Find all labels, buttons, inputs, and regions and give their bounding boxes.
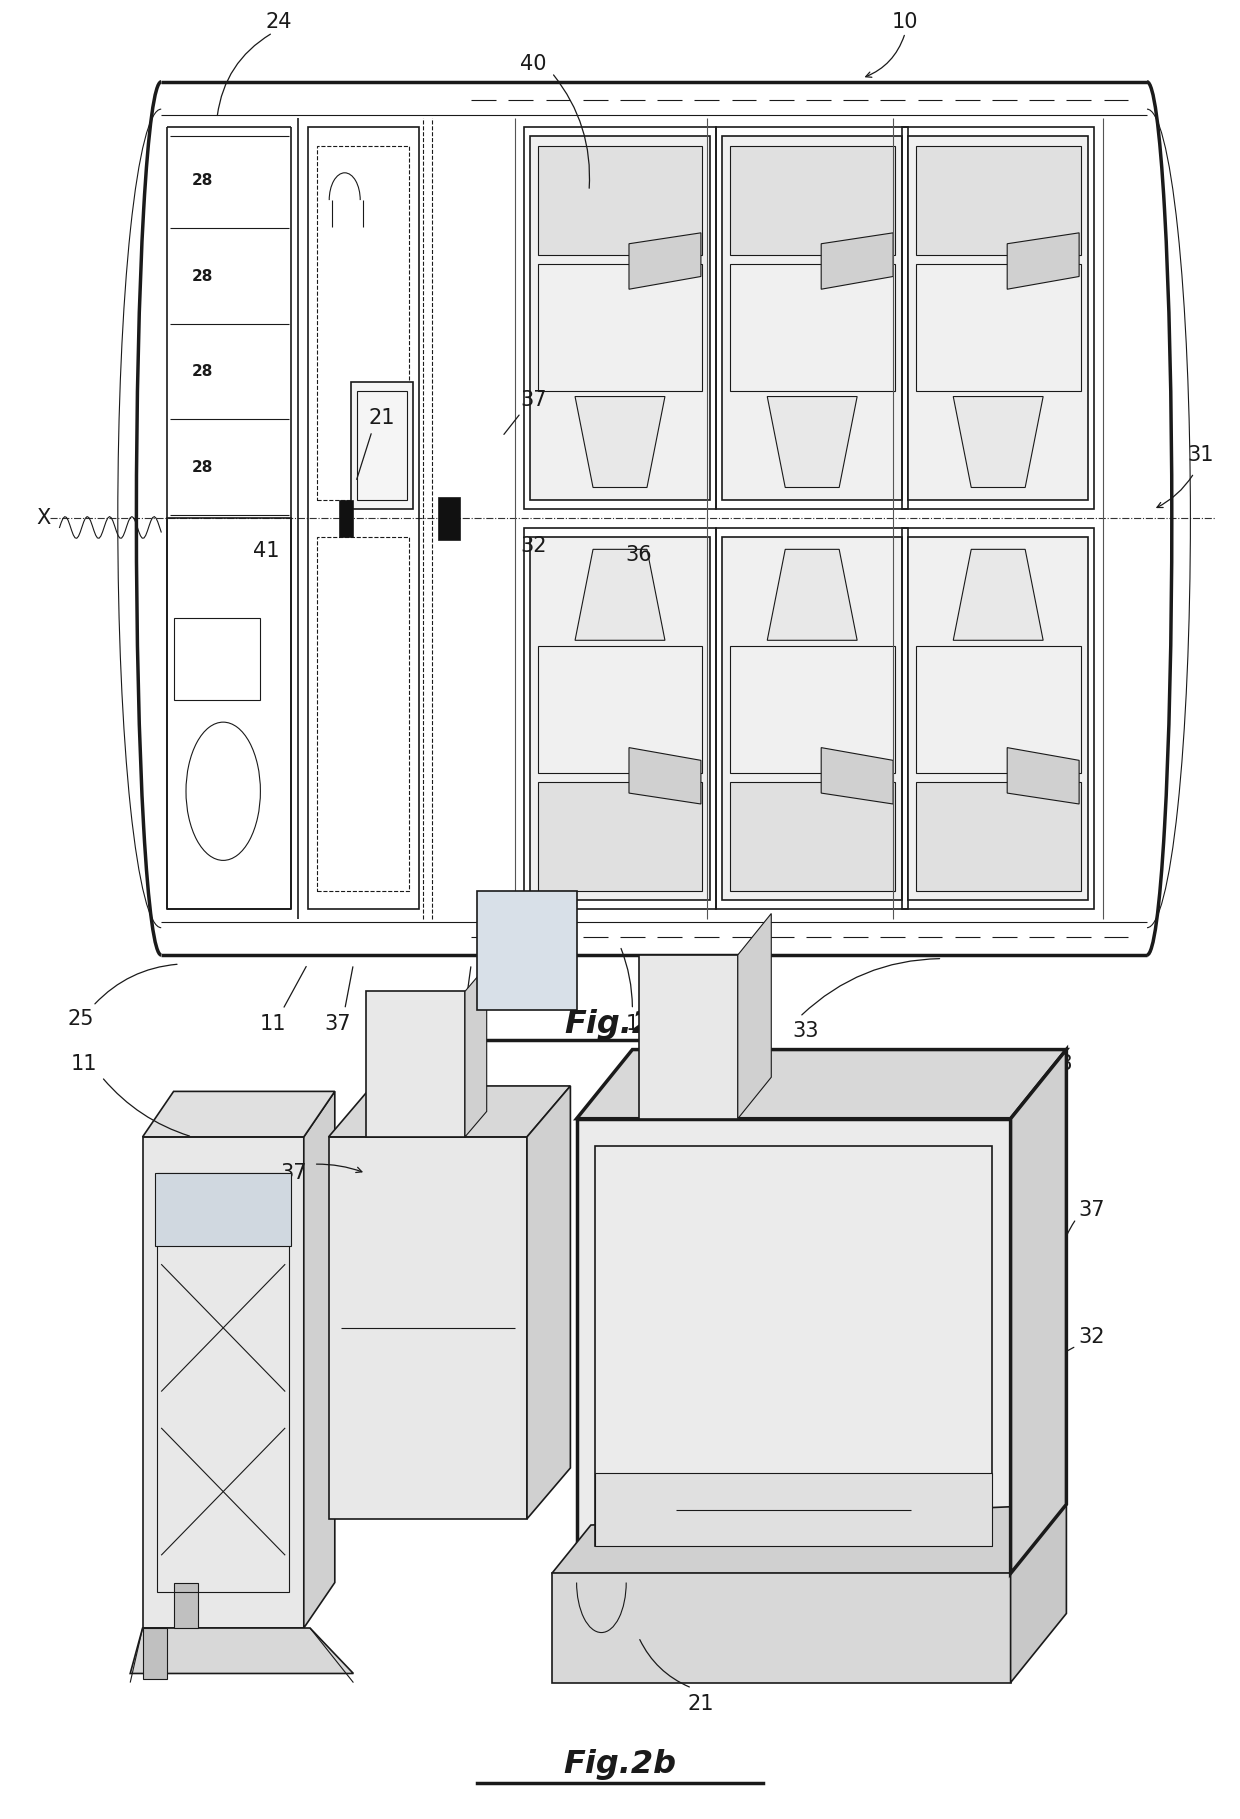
Text: Fig.2b: Fig.2b bbox=[563, 1748, 677, 1781]
Text: 32: 32 bbox=[445, 1015, 472, 1033]
Bar bbox=[174, 618, 260, 700]
Text: 36: 36 bbox=[625, 546, 652, 564]
Polygon shape bbox=[143, 1628, 167, 1679]
Text: 18: 18 bbox=[1047, 1055, 1074, 1073]
Bar bbox=[339, 500, 353, 537]
Bar bbox=[722, 537, 903, 900]
Text: 28: 28 bbox=[191, 460, 213, 475]
Polygon shape bbox=[1007, 748, 1079, 804]
Text: X: X bbox=[36, 509, 51, 528]
Polygon shape bbox=[366, 991, 465, 1137]
Text: 36: 36 bbox=[675, 1046, 702, 1064]
Bar bbox=[351, 382, 413, 509]
Bar bbox=[357, 391, 407, 500]
Bar bbox=[538, 782, 702, 891]
Bar bbox=[167, 518, 291, 910]
Polygon shape bbox=[1007, 233, 1079, 289]
Text: 41: 41 bbox=[253, 542, 280, 560]
Bar bbox=[308, 127, 419, 910]
Text: Fig.2a: Fig.2a bbox=[564, 1008, 676, 1040]
Bar bbox=[729, 782, 895, 891]
Polygon shape bbox=[821, 233, 893, 289]
Bar bbox=[915, 646, 1081, 773]
Text: 37: 37 bbox=[520, 391, 547, 409]
Text: 40: 40 bbox=[458, 1046, 485, 1064]
Polygon shape bbox=[629, 748, 701, 804]
Polygon shape bbox=[477, 891, 577, 1010]
Polygon shape bbox=[552, 1573, 1011, 1683]
Text: 18: 18 bbox=[625, 1015, 652, 1033]
Bar bbox=[595, 1146, 992, 1546]
Bar bbox=[531, 537, 711, 900]
Text: 21: 21 bbox=[687, 1695, 714, 1713]
Polygon shape bbox=[552, 1504, 1066, 1573]
Polygon shape bbox=[329, 1086, 570, 1137]
Polygon shape bbox=[577, 1119, 1011, 1573]
Bar bbox=[523, 127, 717, 509]
Bar bbox=[538, 646, 702, 773]
Bar bbox=[908, 136, 1089, 500]
Bar bbox=[915, 146, 1081, 255]
Bar bbox=[729, 646, 895, 773]
Bar bbox=[915, 264, 1081, 391]
Text: 25: 25 bbox=[67, 1010, 94, 1028]
Bar bbox=[155, 1173, 291, 1246]
Text: 32: 32 bbox=[1078, 1328, 1105, 1346]
Polygon shape bbox=[174, 1583, 198, 1628]
Bar bbox=[903, 127, 1095, 509]
Bar bbox=[908, 537, 1089, 900]
Polygon shape bbox=[527, 1086, 570, 1519]
Polygon shape bbox=[575, 549, 665, 640]
Text: 28: 28 bbox=[191, 269, 213, 284]
Polygon shape bbox=[143, 1137, 304, 1628]
Text: 28: 28 bbox=[191, 173, 213, 187]
Text: 31: 31 bbox=[1187, 446, 1214, 464]
Polygon shape bbox=[768, 549, 857, 640]
Bar bbox=[157, 1173, 289, 1592]
Text: 21: 21 bbox=[368, 409, 396, 427]
Text: 28: 28 bbox=[191, 364, 213, 378]
Text: 10: 10 bbox=[892, 13, 919, 31]
Bar bbox=[722, 136, 903, 500]
Bar bbox=[317, 537, 409, 891]
Polygon shape bbox=[575, 397, 665, 487]
Text: 24: 24 bbox=[265, 13, 293, 31]
Polygon shape bbox=[821, 748, 893, 804]
Bar bbox=[538, 146, 702, 255]
Bar bbox=[317, 146, 409, 500]
Polygon shape bbox=[768, 397, 857, 487]
Bar bbox=[438, 497, 460, 540]
Bar bbox=[729, 264, 895, 391]
Polygon shape bbox=[954, 397, 1043, 487]
Bar bbox=[523, 528, 717, 910]
Bar bbox=[915, 782, 1081, 891]
Text: 33: 33 bbox=[792, 1022, 820, 1040]
Text: 11: 11 bbox=[259, 1015, 286, 1033]
Text: 11: 11 bbox=[71, 1055, 98, 1073]
Text: 40: 40 bbox=[520, 55, 547, 73]
Text: 32: 32 bbox=[520, 537, 547, 555]
Polygon shape bbox=[329, 1137, 527, 1519]
Polygon shape bbox=[1011, 1504, 1066, 1683]
Polygon shape bbox=[629, 233, 701, 289]
Bar bbox=[531, 136, 711, 500]
Polygon shape bbox=[954, 549, 1043, 640]
Bar bbox=[717, 528, 908, 910]
Polygon shape bbox=[738, 913, 771, 1119]
Polygon shape bbox=[304, 1091, 335, 1628]
Bar bbox=[595, 1473, 992, 1546]
Polygon shape bbox=[143, 1091, 335, 1137]
Text: 37: 37 bbox=[324, 1015, 351, 1033]
Text: 37: 37 bbox=[280, 1164, 308, 1182]
Bar bbox=[729, 146, 895, 255]
Polygon shape bbox=[1011, 1050, 1066, 1573]
Bar bbox=[903, 528, 1095, 910]
Bar bbox=[538, 264, 702, 391]
Polygon shape bbox=[130, 1628, 353, 1673]
Bar bbox=[717, 127, 908, 509]
Polygon shape bbox=[577, 1050, 1066, 1119]
Text: 37: 37 bbox=[1078, 1201, 1105, 1219]
Polygon shape bbox=[465, 966, 486, 1137]
Polygon shape bbox=[639, 955, 738, 1119]
